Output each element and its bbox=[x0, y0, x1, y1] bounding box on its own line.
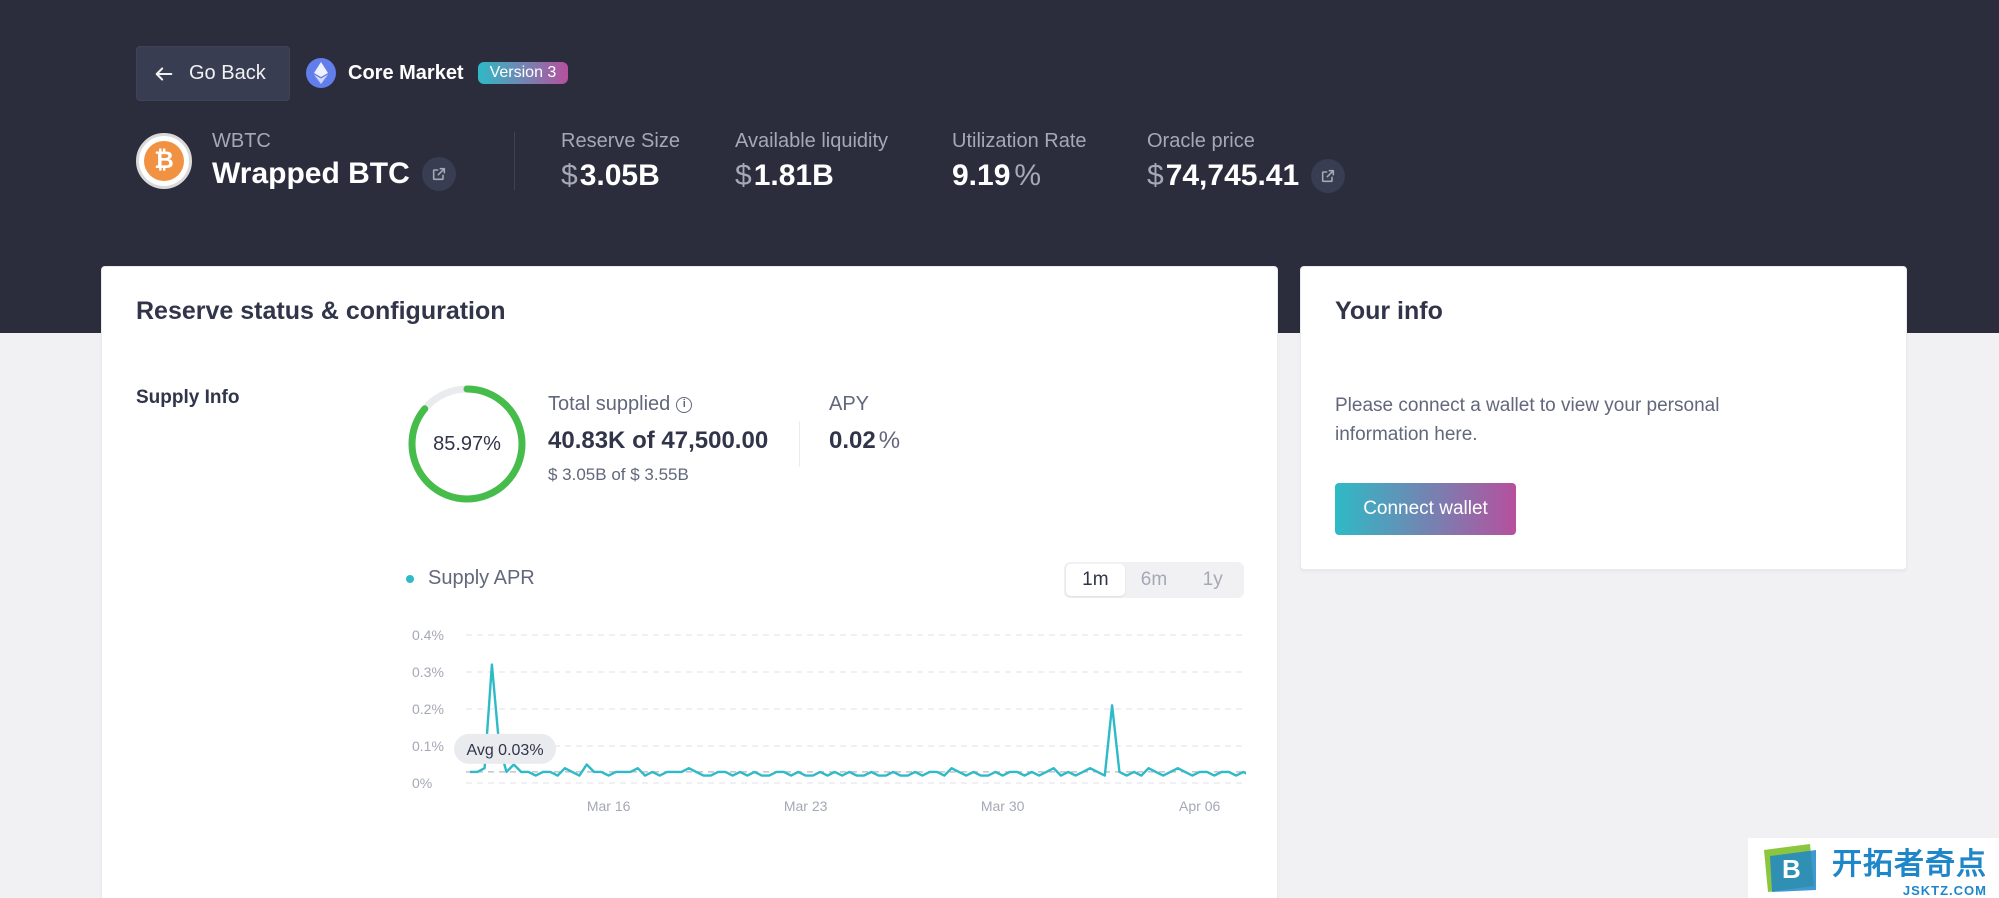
stat-label: Oracle price bbox=[1147, 130, 1255, 152]
reserve-status-card: Reserve status & configuration Supply In… bbox=[101, 266, 1278, 898]
chart-legend: Supply APR bbox=[406, 567, 535, 590]
average-label: Avg 0.03% bbox=[466, 742, 543, 759]
watermark-text-en: JSKTZ.COM bbox=[1902, 882, 1987, 898]
range-option-6m[interactable]: 6m bbox=[1140, 569, 1168, 590]
supply-info-label: Supply Info bbox=[136, 387, 240, 408]
y-tick-label: 0.4% bbox=[412, 629, 444, 643]
stat-label: Available liquidity bbox=[735, 130, 889, 152]
header-divider bbox=[514, 132, 515, 190]
total-supplied-cap: 47,500.00 bbox=[661, 427, 769, 454]
currency-symbol: $ bbox=[1147, 159, 1164, 192]
y-tick-label: 0.3% bbox=[412, 664, 444, 680]
watermark-logo-icon: B bbox=[1764, 844, 1816, 892]
x-tick-label: Mar 23 bbox=[784, 798, 828, 814]
apy-label: APY bbox=[829, 393, 870, 415]
ethereum-icon bbox=[306, 58, 336, 88]
info-icon[interactable]: i bbox=[676, 396, 693, 413]
stat-available-liquidity: Available liquidity $1.81B bbox=[735, 130, 888, 193]
arrow-left-icon bbox=[155, 66, 173, 81]
total-supplied-label: Total supplied i bbox=[548, 393, 693, 416]
stat-oracle-price: Oracle price $74,745.41 bbox=[1147, 130, 1346, 193]
asset-name: Wrapped BTC bbox=[212, 157, 410, 190]
supply-apr-chart: 0% 0.1% 0.2% 0.3% 0.4% Mar 16 Mar 23 Mar 30 Apr … bbox=[412, 629, 1246, 814]
asset-external-link-button[interactable] bbox=[421, 157, 456, 191]
stat-reserve-size: Reserve Size $3.05B bbox=[561, 130, 680, 193]
version-badge: Version 3 bbox=[477, 62, 569, 84]
asset-symbol: WBTC bbox=[212, 130, 271, 152]
supply-divider bbox=[799, 421, 800, 467]
x-tick-label: Apr 06 bbox=[1179, 798, 1220, 814]
legend-label: Supply APR bbox=[428, 567, 535, 589]
external-link-icon bbox=[432, 167, 445, 181]
connect-wallet-message: Please connect a wallet to view your per… bbox=[1335, 395, 1720, 445]
y-tick-label: 0% bbox=[412, 775, 432, 791]
currency-symbol: $ bbox=[735, 159, 752, 192]
total-supplied-value: 40.83K of 47,500.00 bbox=[548, 427, 768, 455]
bitcoin-glyph: ₿ bbox=[144, 140, 184, 181]
total-supplied-usd: $ 3.05B of $ 3.55B bbox=[548, 465, 689, 484]
card-title: Your info bbox=[1335, 297, 1443, 325]
go-back-label: Go Back bbox=[189, 62, 266, 84]
go-back-button[interactable]: Go Back bbox=[136, 46, 290, 101]
time-range-toggle[interactable]: 1m 6m 1y bbox=[1064, 562, 1244, 598]
watermark: B 开拓者奇点 JSKTZ.COM bbox=[1748, 838, 1999, 898]
stat-value: 1.81B bbox=[753, 159, 834, 192]
watermark-text-cn: 开拓者奇点 bbox=[1832, 847, 1987, 881]
currency-symbol: $ bbox=[561, 159, 578, 192]
average-label-pill bbox=[454, 733, 556, 764]
supply-apr-line bbox=[470, 663, 1246, 777]
total-supplied-amount: 40.83K bbox=[548, 427, 626, 454]
apy-value: 0.02% bbox=[829, 427, 900, 455]
stat-value: 74,745.41 bbox=[1165, 159, 1300, 192]
stat-label: Utilization Rate bbox=[952, 130, 1087, 152]
total-supplied-label-text: Total supplied bbox=[548, 393, 671, 415]
x-tick-label: Mar 16 bbox=[587, 798, 631, 814]
legend-dot bbox=[406, 574, 414, 583]
asset-summary: ₿ WBTC Wrapped BTC bbox=[136, 130, 456, 191]
total-supplied-of: of bbox=[632, 427, 655, 454]
connect-wallet-button[interactable]: Connect wallet bbox=[1335, 483, 1516, 535]
your-info-card: Your info Please connect a wallet to vie… bbox=[1300, 266, 1907, 570]
supply-cap-percent: 85.97% bbox=[433, 432, 501, 455]
watermark-logo-letter: B bbox=[1782, 854, 1801, 884]
y-tick-label: 0.1% bbox=[412, 738, 444, 754]
card-title: Reserve status & configuration bbox=[136, 297, 506, 325]
apy-number: 0.02 bbox=[829, 427, 876, 454]
stat-value: 3.05B bbox=[579, 159, 660, 192]
range-option-1m[interactable]: 1m bbox=[1066, 564, 1125, 596]
stat-label: Reserve Size bbox=[561, 130, 680, 152]
y-tick-label: 0.2% bbox=[412, 701, 444, 717]
apy-unit: % bbox=[878, 427, 901, 454]
market-name: Core Market bbox=[348, 61, 464, 84]
external-link-icon bbox=[1322, 169, 1335, 183]
market-selector[interactable]: Core Market Version 3 bbox=[306, 58, 569, 88]
bitcoin-icon: ₿ bbox=[136, 132, 192, 189]
range-option-1y[interactable]: 1y bbox=[1202, 569, 1223, 590]
x-tick-label: Mar 30 bbox=[981, 798, 1025, 814]
percent-unit: % bbox=[1014, 159, 1042, 192]
stat-utilization-rate: Utilization Rate 9.19% bbox=[952, 130, 1087, 193]
supply-cap-ring-arc bbox=[408, 385, 526, 503]
oracle-external-link-button[interactable] bbox=[1311, 159, 1346, 193]
stat-value: 9.19 bbox=[952, 159, 1011, 192]
supply-cap-ring bbox=[408, 385, 526, 503]
